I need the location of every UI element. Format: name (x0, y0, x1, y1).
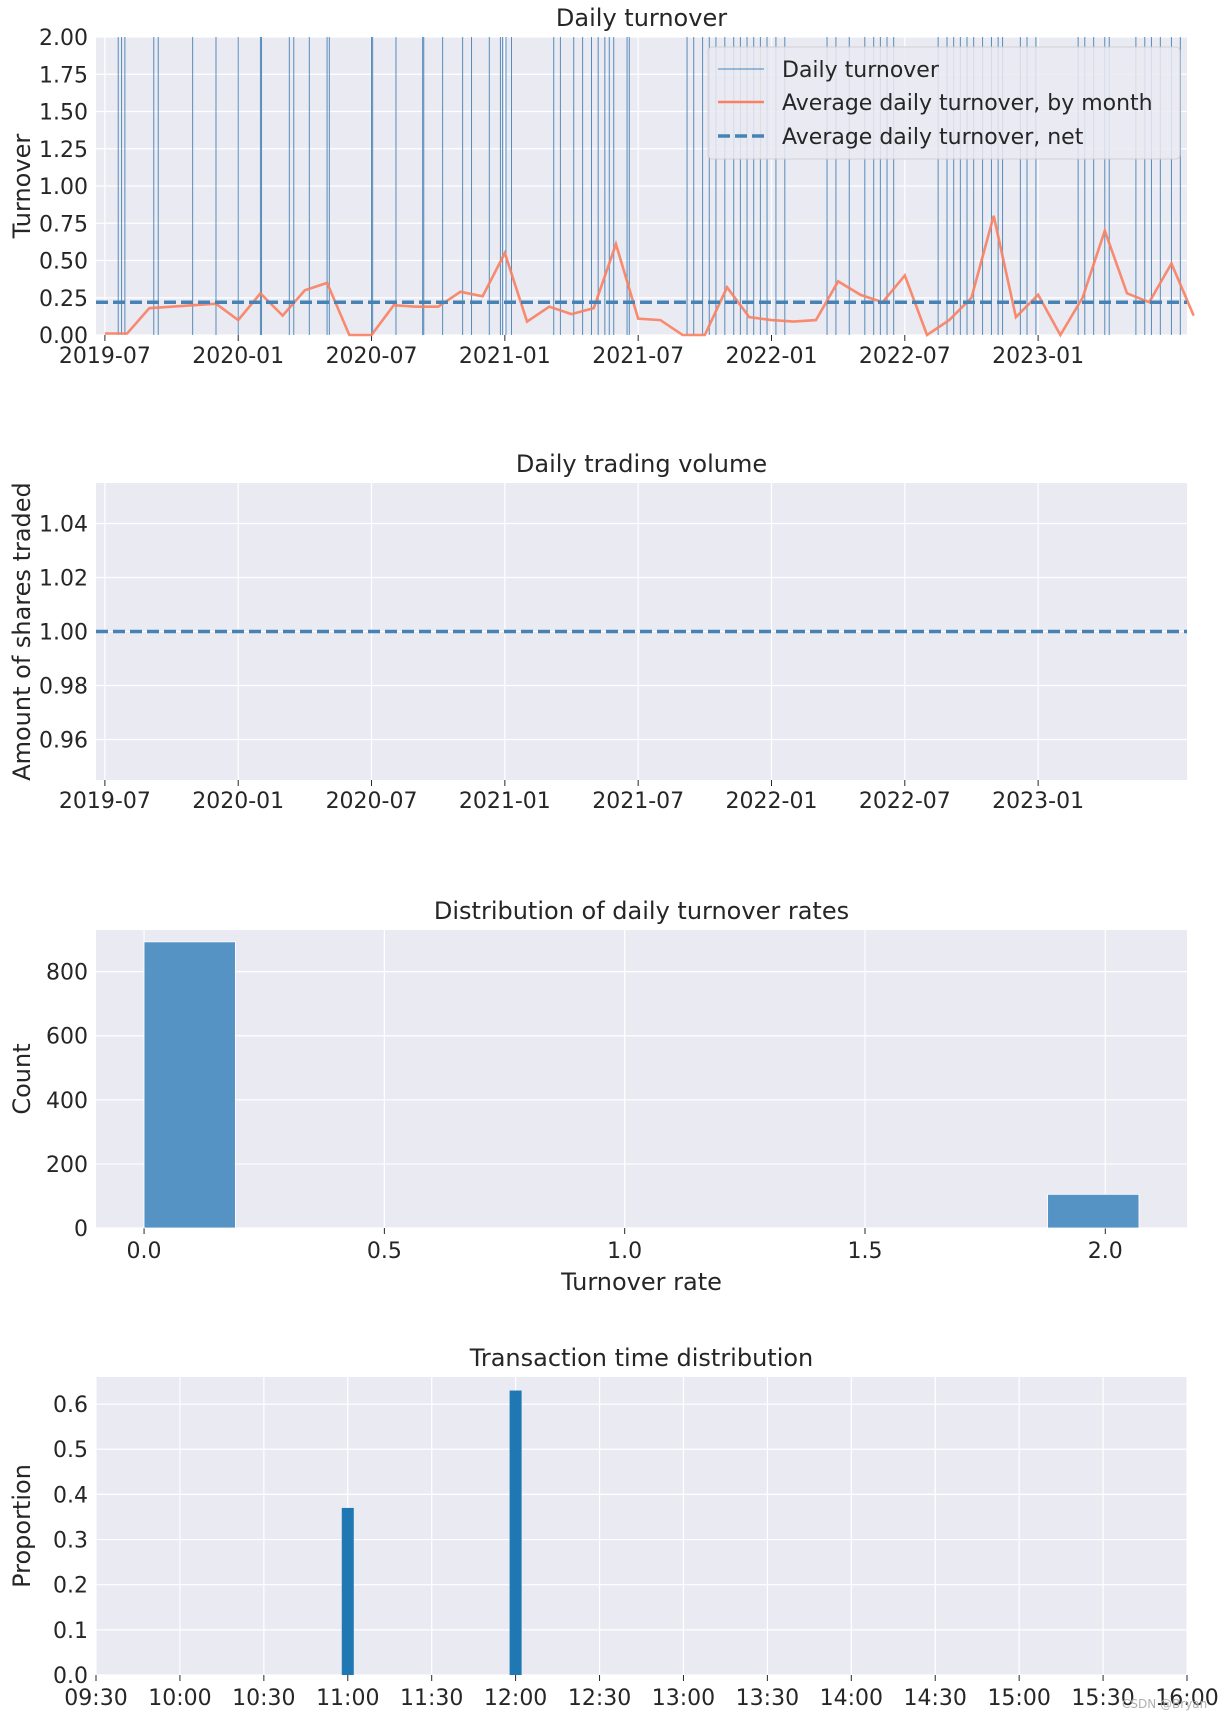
hist-ytick-label: 400 (46, 1089, 88, 1114)
time-xtick-label: 14:00 (820, 1686, 883, 1711)
legend-label: Average daily turnover, by month (782, 91, 1153, 116)
timedist-ytick-label: 0.3 (53, 1529, 88, 1554)
volume-ytick-label: 1.00 (39, 621, 88, 646)
chart-hist: Distribution of daily turnover rates 0 200… (8, 897, 1187, 1296)
time-xtick-label: 10:30 (232, 1686, 295, 1711)
hist-ylabel: Count (8, 1043, 36, 1114)
timedist-title: Transaction time distribution (469, 1344, 814, 1372)
time-xtick-label: 10:00 (148, 1686, 211, 1711)
volume-ytick-label: 0.98 (39, 675, 88, 700)
hist-bar (1047, 1193, 1140, 1229)
timedist-ytick-label: 0.1 (53, 1619, 88, 1644)
chart-volume: Daily trading volume 0.96 0.98 1.00 1.02 1.04… (8, 450, 1187, 814)
hist-ytick-label: 0 (74, 1217, 88, 1242)
volume-title: Daily trading volume (516, 450, 767, 478)
hist-xtick-label: 0.5 (367, 1239, 402, 1264)
volume-xtick-label: 2020-01 (192, 789, 284, 814)
turnover-ytick-label: 1.50 (39, 101, 88, 126)
legend: Daily turnover Average daily turnover, by… (707, 46, 1181, 160)
monthly-average-line (104, 215, 1195, 338)
volume-ytick-label: 1.04 (39, 513, 88, 538)
hist-xtick-label: 1.5 (847, 1239, 882, 1264)
timedist-plot-area (96, 1377, 1187, 1675)
turnover-ytick-label: 0.75 (39, 212, 88, 237)
time-xtick-label: 14:30 (904, 1686, 967, 1711)
time-xtick-label: 12:00 (484, 1686, 547, 1711)
volume-xtick-label: 2022-07 (859, 789, 951, 814)
timedist-ytick-label: 0.0 (53, 1664, 88, 1689)
turnover-ytick-label: 1.75 (39, 63, 88, 88)
time-xtick-label: 15:30 (1071, 1686, 1134, 1711)
turnover-ytick-label: 1.00 (39, 175, 88, 200)
turnover-ytick-label: 2.00 (39, 26, 88, 51)
timedist-ytick-label: 0.6 (53, 1393, 88, 1418)
time-xtick-label: 11:00 (316, 1686, 379, 1711)
volume-xtick-label: 2019-07 (59, 789, 151, 814)
time-xtick-label: 11:30 (400, 1686, 463, 1711)
turnover-title: Daily turnover (556, 4, 727, 32)
turnover-ytick-label: 0.25 (39, 287, 88, 312)
volume-xtick-label: 2023-01 (992, 789, 1084, 814)
time-bar (509, 1390, 522, 1675)
hist-ytick-label: 800 (46, 961, 88, 986)
volume-xtick-label: 2021-07 (592, 789, 684, 814)
timedist-ytick-label: 0.5 (53, 1438, 88, 1463)
turnover-xtick-label: 2022-01 (726, 344, 818, 369)
volume-xtick-label: 2021-01 (459, 789, 551, 814)
turnover-ytick-label: 1.25 (39, 138, 88, 163)
turnover-xtick-label: 2021-01 (459, 344, 551, 369)
legend-label: Average daily turnover, net (782, 125, 1084, 150)
turnover-xtick-label: 2020-01 (192, 344, 284, 369)
legend-box (707, 46, 1181, 160)
volume-xtick-label: 2022-01 (726, 789, 818, 814)
hist-bar (143, 941, 236, 1229)
timedist-ytick-label: 0.4 (53, 1483, 88, 1508)
hist-xlabel: Turnover rate (560, 1268, 722, 1296)
time-xtick-label: 16:00 (1155, 1686, 1218, 1711)
chart-turnover: Daily turnover 0.00 0.25 0.50 0.75 1.00 1.25 1.… (8, 4, 1195, 369)
turnover-ytick-label: 0.50 (39, 250, 88, 275)
timedist-ylabel: Proportion (8, 1464, 36, 1588)
hist-xtick-label: 1.0 (607, 1239, 642, 1264)
turnover-xtick-label: 2019-07 (59, 344, 151, 369)
time-xtick-label: 13:00 (652, 1686, 715, 1711)
time-xtick-label: 09:30 (64, 1686, 127, 1711)
time-bar (341, 1507, 354, 1675)
hist-xtick-label: 2.0 (1088, 1239, 1123, 1264)
volume-ylabel: Amount of shares traded (8, 482, 36, 781)
turnover-ylabel: Turnover (8, 134, 36, 240)
legend-label: Daily turnover (782, 58, 940, 83)
volume-ytick-label: 1.02 (39, 567, 88, 592)
hist-ytick-label: 200 (46, 1153, 88, 1178)
hist-ytick-label: 600 (46, 1025, 88, 1050)
time-xtick-label: 13:30 (736, 1686, 799, 1711)
chart-timedist: Transaction time distribution 0.0 0.1 0.2 0.… (8, 1344, 1219, 1711)
turnover-xtick-label: 2023-01 (992, 344, 1084, 369)
watermark: CSDN @Bryan (1122, 1697, 1207, 1711)
turnover-xtick-label: 2020-07 (326, 344, 418, 369)
turnover-xtick-label: 2022-07 (859, 344, 951, 369)
volume-ytick-label: 0.96 (39, 729, 88, 754)
time-xtick-label: 15:00 (987, 1686, 1050, 1711)
turnover-ytick-label: 0.00 (39, 324, 88, 349)
volume-xtick-label: 2020-07 (326, 789, 418, 814)
time-xtick-label: 12:30 (568, 1686, 631, 1711)
timedist-ytick-label: 0.2 (53, 1574, 88, 1599)
hist-title: Distribution of daily turnover rates (434, 897, 849, 925)
turnover-xtick-label: 2021-07 (592, 344, 684, 369)
hist-xtick-label: 0.0 (127, 1239, 162, 1264)
hist-plot-area (96, 930, 1187, 1228)
